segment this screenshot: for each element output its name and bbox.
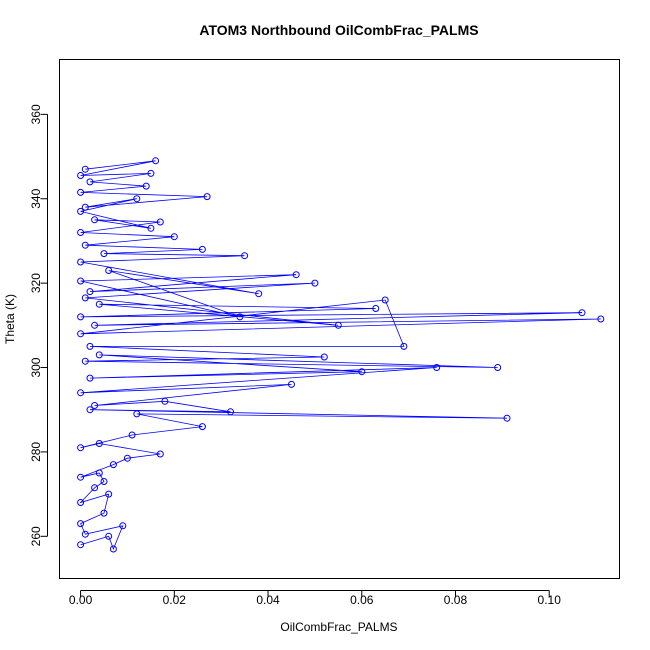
data-point xyxy=(156,218,164,226)
y-tick-label: 260 xyxy=(29,526,43,546)
data-point xyxy=(91,402,99,409)
y-tick-label: 320 xyxy=(29,273,43,293)
data-point xyxy=(77,330,85,338)
data-point xyxy=(95,300,103,308)
data-point xyxy=(147,224,155,232)
data-point xyxy=(170,233,178,241)
data-point xyxy=(86,178,94,186)
x-tick-label: 0.04 xyxy=(256,593,280,607)
data-point xyxy=(77,258,85,266)
x-tick-label: 0.10 xyxy=(538,593,562,607)
data-point xyxy=(334,321,342,329)
data-point xyxy=(156,450,164,458)
data-point xyxy=(494,364,502,371)
data-point xyxy=(503,414,511,422)
data-point xyxy=(77,473,85,481)
data-point xyxy=(81,357,89,365)
x-tick-label: 0.06 xyxy=(350,593,374,607)
data-point xyxy=(77,229,85,236)
plot-frame xyxy=(59,59,620,579)
data-point xyxy=(236,313,244,321)
data-point xyxy=(372,305,380,312)
data-point xyxy=(105,490,113,498)
data-point xyxy=(95,469,103,477)
data-point xyxy=(147,169,155,177)
data-point xyxy=(77,520,85,528)
data-point xyxy=(81,294,89,302)
data-point xyxy=(77,389,85,397)
data-point xyxy=(77,444,85,452)
y-axis: 260 280 300 320 340 360 xyxy=(29,104,48,546)
data-point xyxy=(81,530,89,538)
data-point xyxy=(105,267,113,274)
data-point xyxy=(81,165,89,173)
data-point xyxy=(77,313,85,321)
data-point xyxy=(77,207,85,215)
data-point xyxy=(578,309,586,317)
data-point xyxy=(86,374,94,382)
data-point xyxy=(161,397,169,405)
data-point xyxy=(400,342,408,350)
data-point xyxy=(288,380,295,388)
x-tick-label: 0.02 xyxy=(163,593,187,607)
x-axis-label: OilCombFrac_PALMS xyxy=(280,620,397,634)
data-point xyxy=(152,157,160,165)
y-tick-label: 300 xyxy=(29,357,43,377)
data-point xyxy=(198,245,206,253)
data-point xyxy=(255,290,263,298)
data-point xyxy=(381,296,389,304)
data-point xyxy=(198,423,206,431)
chart-title: ATOM3 Northbound OilCombFrac_PALMS xyxy=(199,22,478,38)
y-axis-label: Theta (K) xyxy=(3,294,17,344)
data-point xyxy=(241,252,249,260)
data-point xyxy=(292,271,300,279)
data-point xyxy=(91,321,99,329)
data-point xyxy=(227,408,234,416)
series-line xyxy=(79,160,601,551)
data-point xyxy=(91,216,99,224)
data-point xyxy=(133,410,141,418)
data-point xyxy=(133,195,141,203)
data-point xyxy=(123,454,131,462)
data-point xyxy=(311,279,319,287)
data-point xyxy=(358,368,366,376)
data-point xyxy=(77,172,85,179)
data-point xyxy=(95,351,103,359)
x-tick-label: 0.00 xyxy=(69,593,93,607)
data-point xyxy=(77,541,85,549)
series-layer xyxy=(77,157,605,553)
data-point xyxy=(81,203,89,211)
data-point xyxy=(95,440,103,447)
data-point xyxy=(100,250,108,258)
data-point xyxy=(203,193,211,201)
data-point xyxy=(77,277,85,285)
x-tick-label: 0.08 xyxy=(444,593,468,607)
data-point xyxy=(105,532,113,540)
data-point xyxy=(142,182,150,190)
data-point xyxy=(597,315,605,323)
data-point xyxy=(86,288,94,296)
data-point xyxy=(77,499,85,506)
data-point xyxy=(86,342,94,350)
data-point xyxy=(109,545,117,553)
data-point xyxy=(91,484,99,492)
data-point xyxy=(86,406,94,414)
y-tick-label: 340 xyxy=(29,188,43,208)
data-point xyxy=(433,364,441,371)
y-tick-label: 360 xyxy=(29,104,43,124)
data-point xyxy=(100,478,108,485)
data-point xyxy=(77,188,85,196)
data-point xyxy=(128,431,136,439)
x-axis: 0.00 0.02 0.04 0.06 0.08 0.10 xyxy=(69,590,562,607)
data-point xyxy=(81,241,89,249)
data-point xyxy=(109,461,117,469)
data-point xyxy=(320,353,328,361)
data-point xyxy=(100,509,108,517)
data-point xyxy=(119,522,127,530)
y-tick-label: 280 xyxy=(29,442,43,462)
